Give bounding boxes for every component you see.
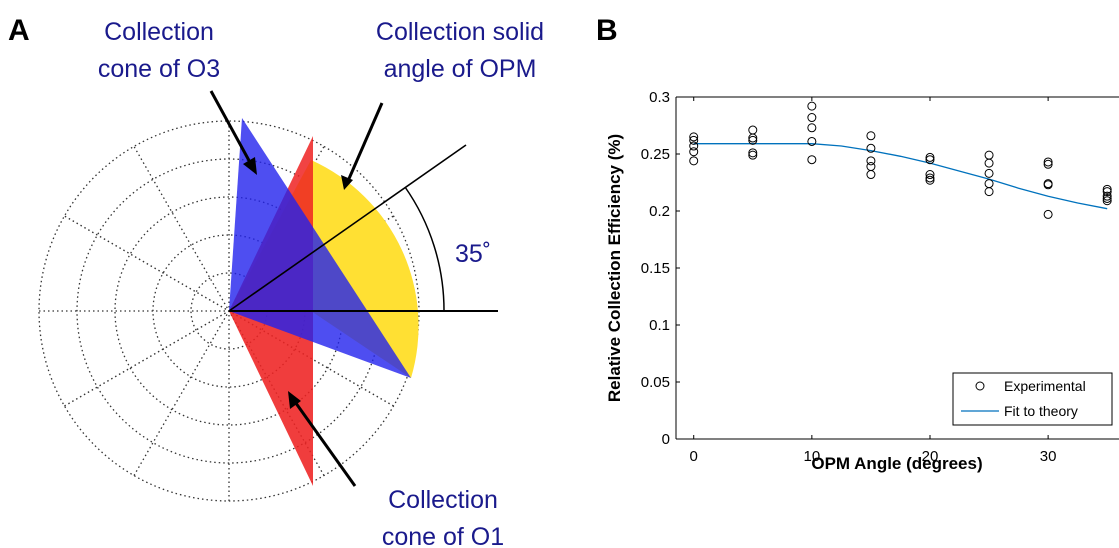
legend-label-fit: Fit to theory [1004, 403, 1078, 419]
data-point [866, 162, 876, 172]
y-axis-label: Relative Collection Efficiency (%) [605, 134, 624, 402]
data-point [807, 101, 817, 111]
panel-a-letter: A [8, 14, 30, 47]
label-o3-line2: cone of O3 [98, 55, 220, 83]
data-point [1043, 159, 1053, 169]
x-tick-label: 0 [690, 448, 698, 465]
data-point [984, 168, 994, 178]
y-ticks: 0 0.05 0.1 0.15 0.2 0.25 0.3 [641, 89, 680, 448]
panel-a: A Collection cone of O3 Collection solid… [8, 14, 544, 548]
data-point [689, 132, 699, 142]
fit-line [693, 143, 1108, 210]
arrow-o3 [209, 90, 254, 167]
data-point [984, 179, 994, 189]
data-point [689, 135, 699, 145]
data-point [1102, 193, 1112, 203]
data-point [866, 156, 876, 166]
data-point [1102, 184, 1112, 194]
data-point [984, 187, 994, 197]
arrow-o3-head [243, 157, 257, 175]
data-point [748, 150, 758, 160]
data-point [748, 135, 758, 145]
data-point [925, 173, 935, 183]
label-o3-line1: Collection [104, 18, 214, 46]
panel-b-letter: B [596, 14, 618, 47]
data-point [1102, 187, 1112, 197]
red-cone-o1-lower [229, 311, 313, 486]
label-o1-line1: Collection [388, 486, 498, 514]
y-tick-label: 0.2 [649, 203, 670, 220]
data-point [925, 170, 935, 180]
experimental-points [689, 101, 1112, 219]
x-tick-label: 10 [804, 448, 821, 465]
data-point [689, 156, 699, 166]
data-point [866, 143, 876, 153]
data-point [925, 175, 935, 185]
data-point [984, 158, 994, 168]
data-point [748, 133, 758, 143]
label-opm-line2: angle of OPM [384, 55, 537, 83]
x-tick-label: 20 [922, 448, 939, 465]
data-point [1043, 157, 1053, 167]
data-point [1102, 191, 1112, 201]
data-point [866, 170, 876, 180]
plot-area [689, 101, 1112, 219]
data-point [1102, 196, 1112, 206]
opm-angle-line [228, 144, 467, 312]
label-o1-line2: cone of O1 [382, 523, 504, 548]
x-axis-label: OPM Angle (degrees) [811, 454, 982, 473]
data-point [689, 147, 699, 157]
data-point [748, 125, 758, 135]
legend: Experimental Fit to theory [952, 372, 1113, 426]
data-point [748, 148, 758, 158]
y-tick-label: 0.05 [641, 374, 670, 391]
angle-label: 35˚ [455, 240, 491, 268]
arrow-opm-head [341, 175, 353, 190]
data-point [807, 123, 817, 133]
data-point [807, 136, 817, 146]
data-point [1043, 180, 1053, 190]
data-point [925, 155, 935, 165]
data-point [866, 131, 876, 141]
label-opm-line1: Collection solid [376, 18, 544, 46]
data-point [807, 113, 817, 123]
panel-b: B 0 0.05 0.1 0.15 0.2 0.25 0.3 0 10 20 30 OPM Ang… [596, 14, 1119, 473]
x-ticks: 0 10 20 30 [690, 97, 1057, 465]
data-point [1043, 209, 1053, 219]
arrow-opm [346, 102, 384, 182]
cones [229, 118, 419, 486]
data-point [807, 155, 817, 165]
data-point [925, 152, 935, 162]
y-tick-label: 0.15 [641, 260, 670, 277]
y-tick-label: 0 [662, 431, 670, 448]
x-tick-label: 30 [1040, 448, 1057, 465]
y-tick-label: 0.25 [641, 146, 670, 163]
y-tick-label: 0.1 [649, 317, 670, 334]
legend-marker-experimental [975, 381, 985, 391]
data-point [689, 141, 699, 151]
legend-label-experimental: Experimental [1004, 378, 1086, 394]
arrow-o1-head [288, 391, 301, 409]
arrow-o1 [291, 398, 357, 487]
y-tick-label: 0.3 [649, 89, 670, 106]
data-point [984, 150, 994, 160]
angle-arc [404, 186, 445, 312]
